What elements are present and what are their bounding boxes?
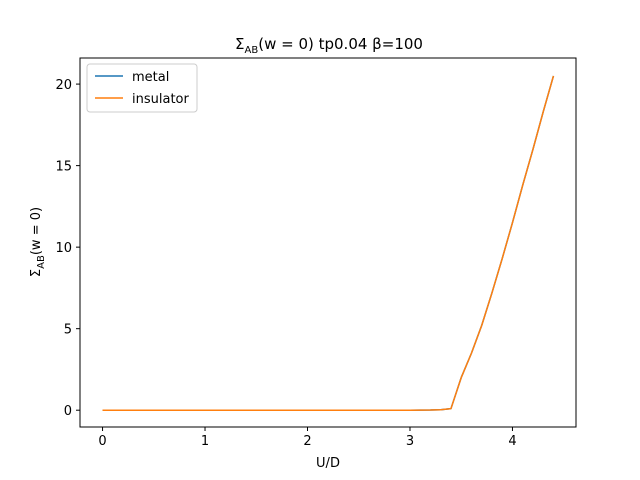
y-axis-label: ΣAB(w = 0): [29, 207, 47, 277]
y-tick-label: 5: [64, 323, 72, 338]
chart-title: ΣAB(w = 0) tp0.04 β=100: [235, 35, 423, 56]
y-tick-label: 15: [55, 160, 72, 175]
x-tick-label: 4: [508, 434, 516, 449]
y-axis-label-subscript: AB: [36, 255, 47, 269]
x-axis-label: U/D: [316, 456, 340, 471]
chart-title-subscript: AB: [245, 45, 259, 56]
legend-label-metal: metal: [132, 70, 169, 85]
series-layer: [102, 75, 555, 411]
x-tick-label: 1: [201, 434, 209, 449]
x-tick-label: 2: [303, 434, 311, 449]
y-tick-label: 20: [55, 78, 72, 93]
y-axis-label-symbol: Σ: [29, 269, 44, 277]
series-line-insulator: [102, 75, 555, 411]
chart-title-symbol: Σ: [235, 35, 244, 53]
tick-layer: 0 1 2 3 4 0 5 10 15 20: [55, 78, 516, 449]
legend-label-insulator: insulator: [132, 92, 189, 107]
chart-title-rest: (w = 0) tp0.04 β=100: [258, 35, 423, 53]
y-axis-label-rest: (w = 0): [29, 207, 44, 255]
y-tick-label: 0: [64, 404, 72, 419]
x-tick-label: 3: [406, 434, 414, 449]
y-tick-label: 10: [55, 241, 72, 256]
legend: metal insulator: [86, 63, 198, 113]
x-tick-label: 0: [98, 434, 106, 449]
plot-frame: [79, 57, 577, 428]
